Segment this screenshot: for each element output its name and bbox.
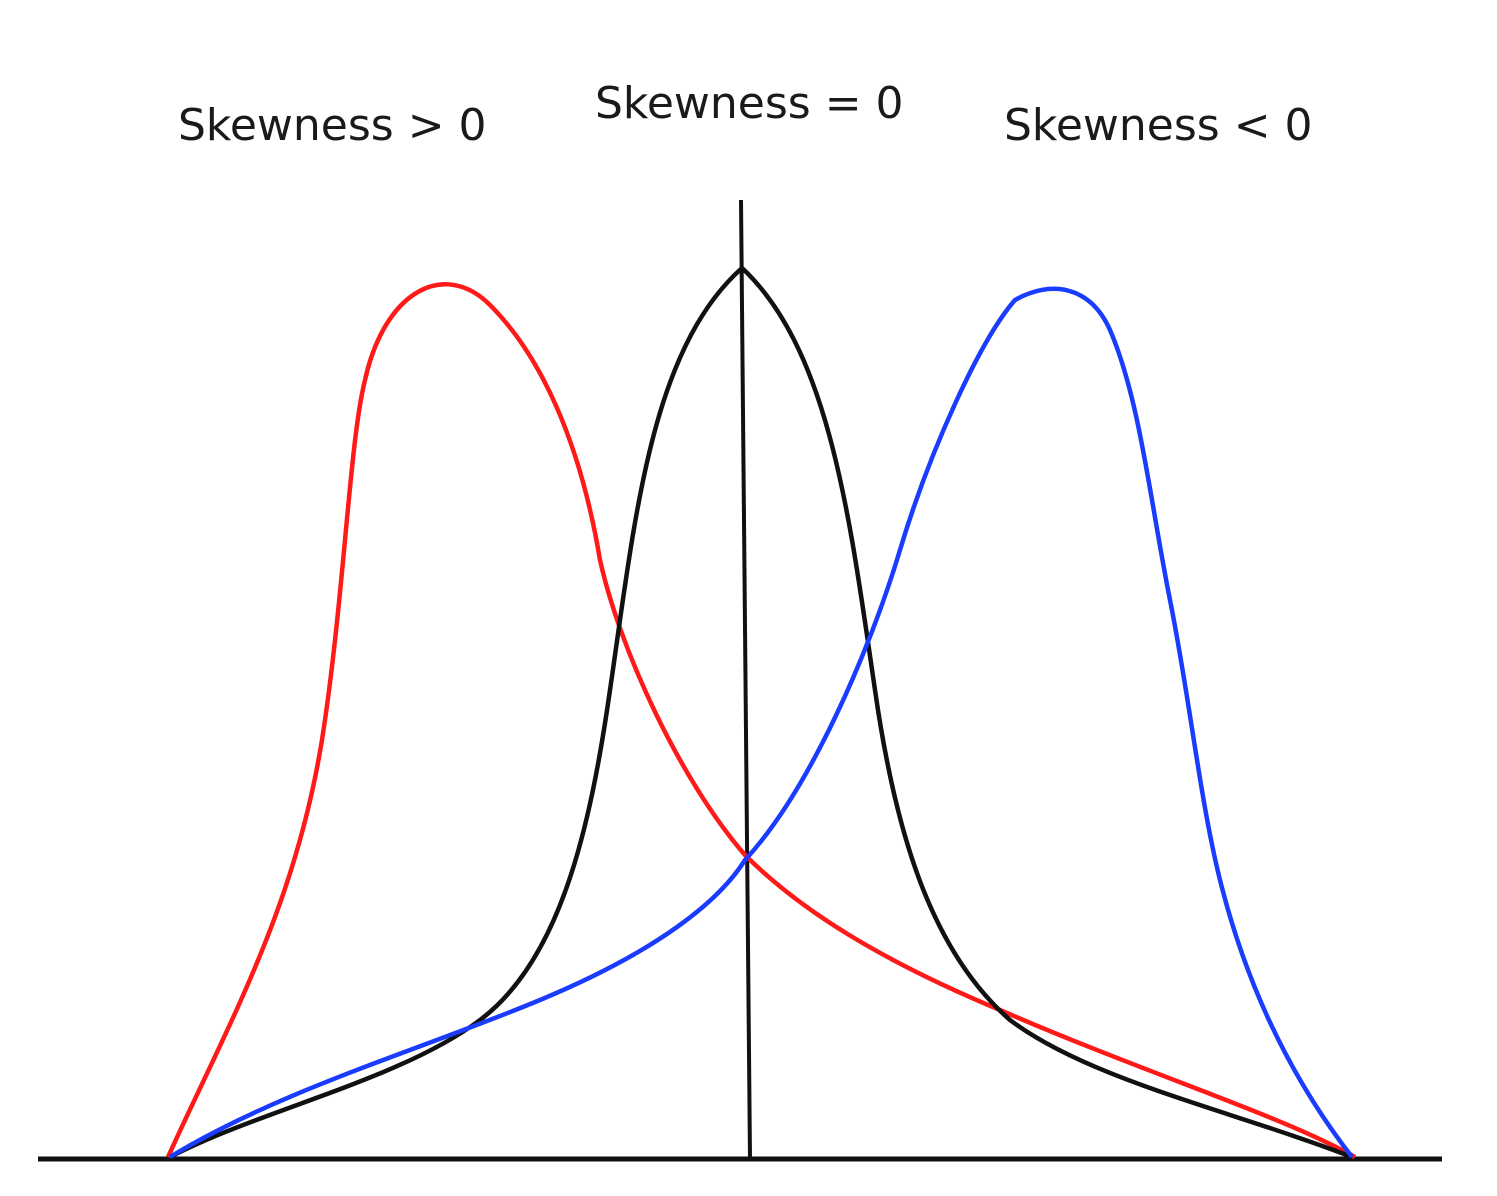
label-skewness-negative: Skewness < 0 bbox=[1004, 100, 1313, 151]
curve-zero-skew bbox=[168, 265, 1353, 1160]
center-line bbox=[739, 199, 752, 1160]
curve-negative-skew bbox=[168, 286, 1354, 1159]
label-skewness-zero: Skewness = 0 bbox=[595, 78, 904, 129]
label-skewness-positive: Skewness > 0 bbox=[178, 100, 487, 151]
curve-positive-skew bbox=[165, 282, 1357, 1159]
